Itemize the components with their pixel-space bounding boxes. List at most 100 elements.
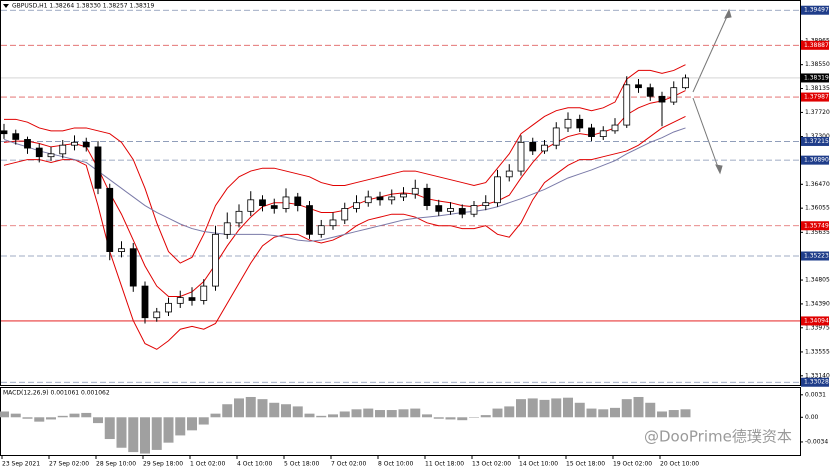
candle-body xyxy=(82,141,90,148)
macd-bar xyxy=(245,396,256,418)
macd-bar xyxy=(304,413,315,418)
y-tick-label: 1.33975 xyxy=(805,324,830,331)
x-tick-label: 8 Oct 10:00 xyxy=(378,461,413,468)
macd-bar xyxy=(504,406,515,418)
macd-bar xyxy=(10,413,21,418)
macd-bar xyxy=(328,414,338,418)
x-tick-label: 7 Oct 02:00 xyxy=(331,461,366,468)
level-label-box xyxy=(801,155,829,165)
candle-body xyxy=(435,205,443,212)
y-tick-label: 1.34805 xyxy=(805,277,830,284)
candle-body xyxy=(552,127,560,146)
macd-bar xyxy=(0,411,9,418)
candle-body xyxy=(599,130,607,137)
x-tick-label: 14 Oct 10:00 xyxy=(519,461,558,468)
macd-bar xyxy=(680,409,691,418)
y-tick-label: 1.38135 xyxy=(805,85,830,92)
level-label: 1.37215 xyxy=(804,138,829,145)
level-label-box xyxy=(801,221,829,231)
x-tick-label: 27 Sep 02:00 xyxy=(49,461,89,468)
arrows xyxy=(692,8,732,175)
macd-bar xyxy=(257,399,268,418)
level-label: 1.35749 xyxy=(804,222,829,229)
candle-body xyxy=(24,139,31,149)
x-tick-label: 1 Oct 02:00 xyxy=(190,461,225,468)
macd-bar xyxy=(175,417,186,436)
menu-triangle xyxy=(3,4,9,8)
candle-body xyxy=(564,118,572,129)
macd-bar xyxy=(339,411,350,418)
macd-bar xyxy=(610,407,620,418)
candle-body xyxy=(47,153,55,158)
macd-bar xyxy=(316,415,327,418)
candle-body xyxy=(212,233,219,287)
level-label: 1.38887 xyxy=(804,42,829,49)
candle-body xyxy=(646,87,654,97)
level-label: 1.39497 xyxy=(804,7,829,14)
macd-bar xyxy=(198,417,209,425)
candle-body xyxy=(306,205,313,235)
macd-bar xyxy=(645,402,656,418)
macd-bar xyxy=(539,399,550,418)
y-tick-label: 1.34390 xyxy=(805,300,830,307)
candle-body xyxy=(353,202,360,209)
y-tick-label: 1.35635 xyxy=(805,229,830,236)
macd-bar xyxy=(22,417,33,419)
candle-body xyxy=(247,199,255,212)
macd-bar xyxy=(668,410,679,418)
candle-body xyxy=(400,193,407,198)
x-tick-label: 19 Oct 02:00 xyxy=(613,461,652,468)
candle-body xyxy=(270,205,278,209)
candle-body xyxy=(200,285,208,301)
macd-bar xyxy=(375,410,385,418)
candle-body xyxy=(129,248,137,287)
macd-bar xyxy=(222,404,233,418)
macd-bar xyxy=(586,408,597,418)
level-label-box xyxy=(801,5,829,15)
candle-body xyxy=(153,311,161,319)
level-label-box xyxy=(801,251,829,261)
candle-body xyxy=(59,144,67,155)
macd-bar xyxy=(116,417,127,448)
macd-bar xyxy=(657,411,667,418)
candle-body xyxy=(670,87,678,103)
y-tick-label: 1.38550 xyxy=(805,61,830,68)
macd-bar xyxy=(633,396,644,418)
macd-bar xyxy=(46,417,56,420)
macd-bar xyxy=(527,398,538,418)
current-price-box xyxy=(801,73,829,83)
macd-bar xyxy=(57,415,68,418)
macd-y-tick-label: 0.0031 xyxy=(805,391,826,398)
x-tick-label: 29 Sep 18:00 xyxy=(143,461,183,468)
macd-bar xyxy=(551,398,562,418)
macd-y-tick-label: 0.00 xyxy=(805,414,819,421)
macd-bar xyxy=(422,414,432,418)
level-label: 1.37987 xyxy=(804,94,829,101)
x-tick-label: 15 Oct 18:00 xyxy=(566,461,605,468)
candle-body xyxy=(576,118,584,129)
candle-body xyxy=(235,210,243,224)
macd-bar xyxy=(398,409,409,418)
macd-bar xyxy=(621,399,632,418)
macd-bar xyxy=(480,415,491,418)
level-label-box xyxy=(801,316,829,326)
candle-body xyxy=(0,130,8,135)
candle-body xyxy=(294,196,302,206)
candle-body xyxy=(635,84,642,89)
macd-bar xyxy=(93,417,103,424)
candle-body xyxy=(364,196,372,204)
macd-bar xyxy=(69,413,80,418)
macd-bar xyxy=(386,410,397,418)
x-tick-label: 13 Oct 02:00 xyxy=(472,461,511,468)
macd-bar xyxy=(445,417,456,420)
candle-body xyxy=(623,84,631,126)
candle-body xyxy=(611,124,619,132)
macd-bar xyxy=(104,417,115,440)
candle-body xyxy=(376,196,384,201)
macd-bar xyxy=(492,408,503,418)
candle-body xyxy=(176,297,184,304)
level-label: 1.34094 xyxy=(804,317,829,324)
macd-bar xyxy=(140,417,150,454)
candle-body xyxy=(682,77,689,89)
